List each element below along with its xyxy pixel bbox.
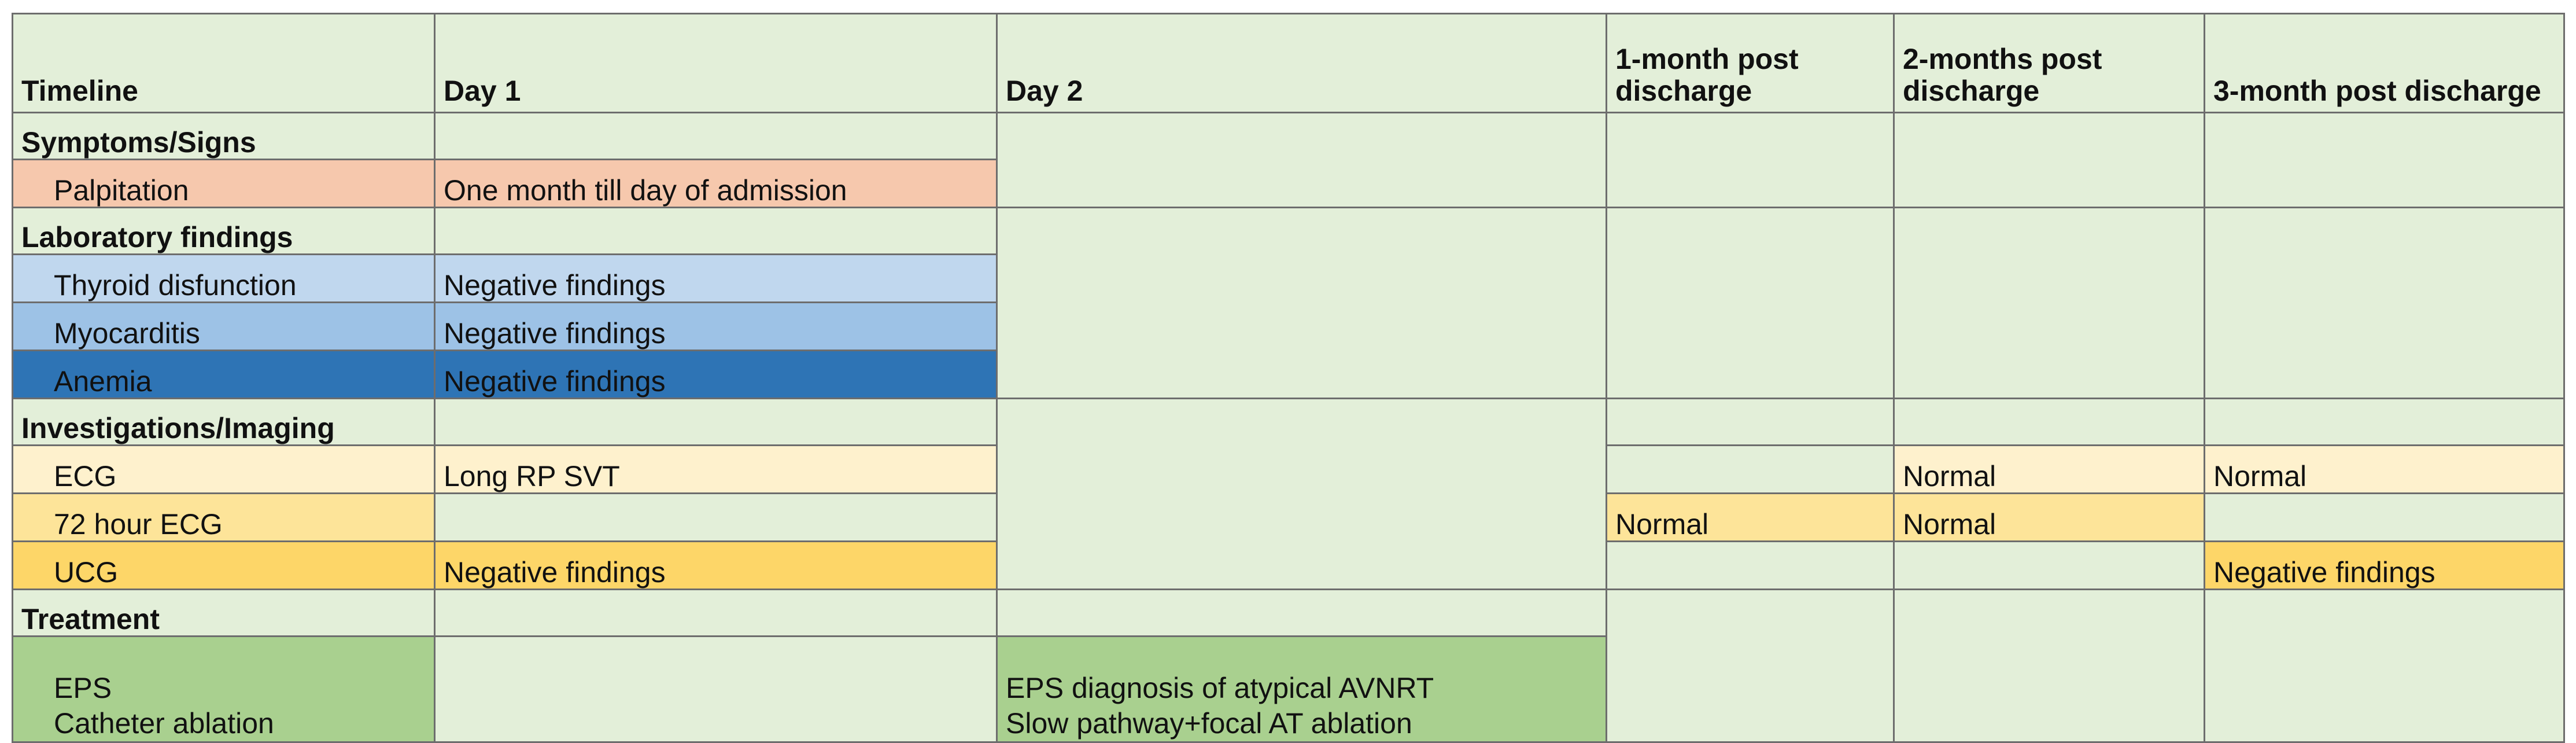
cell-m2-symptoms [1893,112,2205,208]
row-label-holter: 72 hour ECG [12,492,436,542]
header-3-month-text: 3-month post discharge [2213,75,2541,107]
header-day-2: Day 2 [996,13,1607,113]
cell-empty [1893,398,2205,446]
header-timeline: Timeline [12,13,436,113]
category-symptoms: Symptoms/Signs [12,112,436,160]
cell-treatment-day2: EPS diagnosis of atypical AVNRT Slow pat… [996,635,1607,743]
cell-m1-labs [1606,207,1895,399]
category-treatment: Treatment [12,588,436,637]
cell-empty [434,207,998,255]
cell-ucg-day1: Negative findings [434,540,998,590]
row-label-eps: EPS [54,672,112,704]
cell-ablation-day2: Slow pathway+focal AT ablation [1006,707,1412,740]
cell-treatment-day1 [434,635,998,743]
cell-empty [996,588,1607,637]
timeline-table: Timeline Day 1 Day 2 1-month post discha… [12,13,2565,743]
row-label-thyroid: Thyroid disfunction [12,253,436,303]
cell-thyroid-day1: Negative findings [434,253,998,303]
cell-m3-treatment [2204,588,2565,743]
category-labs: Laboratory findings [12,207,436,255]
category-row-investigations: Investigations/Imaging [12,398,2565,590]
cell-day2-labs [996,207,1607,399]
cell-palpitation-day1: One month till day of admission [434,159,998,208]
cell-m1-treatment [1606,588,1895,743]
cell-ecg-m1 [1606,444,1895,494]
row-holter: 72 hour ECG Normal Normal [12,492,2565,542]
row-label-myocarditis: Myocarditis [12,301,436,351]
cell-m3-symptoms [2204,112,2565,208]
row-anemia: Anemia Negative findings [12,350,2564,399]
cell-anemia-day1: Negative findings [434,350,998,399]
row-thyroid: Thyroid disfunction Negative findings [12,253,2564,303]
cell-m1-symptoms [1606,112,1895,208]
category-investigations: Investigations/Imaging [12,398,436,446]
category-row-labs: Laboratory findings [12,207,2565,399]
header-row: Timeline Day 1 Day 2 1-month post discha… [12,13,2565,113]
cell-m3-labs [2204,207,2565,399]
cell-empty [1606,398,1895,446]
cell-eps-day2: EPS diagnosis of atypical AVNRT [1006,672,1434,704]
row-label-ucg: UCG [12,540,436,590]
row-palpitation: Palpitation One month till day of admiss… [12,159,2564,208]
header-day-1: Day 1 [434,13,998,113]
cell-empty [2204,398,2565,446]
category-row-treatment: Treatment [12,588,2565,743]
header-1-month-text: 1-month post discharge [1615,43,1799,107]
cell-myocarditis-day1: Negative findings [434,301,998,351]
row-label-anemia: Anemia [12,350,436,399]
row-label-palpitation: Palpitation [12,159,436,208]
row-ecg: ECG Long RP SVT Normal Normal [12,444,2565,494]
cell-ucg-m1 [1606,540,1895,590]
cell-m2-labs [1893,207,2205,399]
header-3-month: 3-month post discharge [2204,13,2565,113]
cell-holter-m3 [2204,492,2565,542]
header-2-months-text: 2-months post discharge [1903,43,2102,107]
cell-empty [434,112,998,160]
cell-empty [434,398,998,446]
header-2-months: 2-months post discharge [1893,13,2205,113]
row-label-ecg: ECG [12,444,436,494]
cell-m2-treatment [1893,588,2205,743]
cell-holter-m1: Normal [1606,492,1895,542]
cell-holter-m2: Normal [1893,492,2205,542]
cell-day2-investigations [996,398,1607,590]
cell-ucg-m2 [1893,540,2205,590]
category-row-symptoms: Symptoms/Signs [12,112,2565,208]
row-myocarditis: Myocarditis Negative findings [12,301,2564,351]
header-1-month: 1-month post discharge [1606,13,1895,113]
cell-ecg-m2: Normal [1893,444,2205,494]
cell-ecg-m3: Normal [2204,444,2565,494]
row-ucg: UCG Negative findings Negative findings [12,540,2565,590]
cell-day2-symptoms [996,112,1607,208]
cell-empty [434,588,998,637]
row-label-treatment: EPS Catheter ablation [12,635,436,743]
row-label-ablation: Catheter ablation [54,707,274,740]
cell-ucg-m3: Negative findings [2204,540,2565,590]
cell-ecg-day1: Long RP SVT [434,444,998,494]
cell-holter-day1 [434,492,998,542]
